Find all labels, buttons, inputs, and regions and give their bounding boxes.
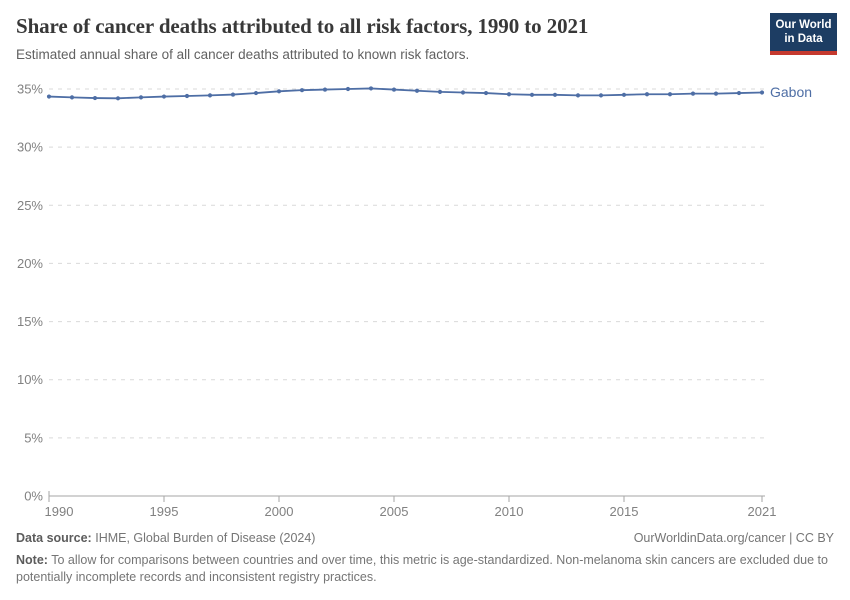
data-point[interactable] <box>184 93 190 99</box>
data-point[interactable] <box>138 95 144 100</box>
x-axis-label: 1990 <box>45 504 74 519</box>
data-point[interactable] <box>46 94 52 99</box>
y-axis-label: 0% <box>24 489 43 504</box>
y-axis-label: 35% <box>17 82 43 97</box>
data-source-label: Data source: <box>16 531 92 545</box>
page-subtitle: Estimated annual share of all cancer dea… <box>16 47 470 63</box>
data-source-text: IHME, Global Burden of Disease (2024) <box>95 531 316 545</box>
owid-url-link[interactable]: OurWorldinData.org/cancer | CC BY <box>633 531 834 545</box>
data-point[interactable] <box>460 90 466 95</box>
data-point[interactable] <box>391 87 397 92</box>
x-axis-label: 2010 <box>495 504 524 519</box>
data-point[interactable] <box>230 92 236 97</box>
chart-footer: Data source: IHME, Global Burden of Dise… <box>16 530 834 586</box>
x-axis-label: 2015 <box>610 504 639 519</box>
data-point[interactable] <box>667 92 673 97</box>
data-point[interactable] <box>115 96 121 101</box>
data-point[interactable] <box>575 93 581 98</box>
data-point[interactable] <box>644 92 650 97</box>
y-axis-label: 20% <box>17 256 43 271</box>
data-point[interactable] <box>92 95 98 101</box>
data-point[interactable] <box>345 86 351 92</box>
chart-note: Note: To allow for comparisons between c… <box>16 552 834 586</box>
x-axis-label: 1995 <box>150 504 179 519</box>
data-series-line[interactable] <box>48 87 763 100</box>
data-point[interactable] <box>161 94 167 99</box>
line-chart[interactable]: 0% 5% 10% 15% 20% 25% 30% 35% 1990 1995 2000 2005 20… <box>0 75 850 525</box>
data-point[interactable] <box>69 95 75 100</box>
note-text: To allow for comparisons between countri… <box>16 553 828 585</box>
data-point[interactable] <box>621 92 627 97</box>
x-axis-label: 2005 <box>380 504 409 519</box>
line-chart-svg[interactable]: 0% 5% 10% 15% 20% 25% 30% 35% 1990 1995 2000 2005 20… <box>0 75 850 525</box>
data-point[interactable] <box>713 91 719 96</box>
series-end-label[interactable]: Gabon <box>770 84 812 100</box>
data-point[interactable] <box>322 87 328 92</box>
data-point[interactable] <box>736 90 742 96</box>
data-point[interactable] <box>207 93 213 98</box>
data-point[interactable] <box>529 92 535 97</box>
note-label: Note: <box>16 553 48 568</box>
y-axis-label: 10% <box>17 372 43 387</box>
data-point[interactable] <box>253 90 259 96</box>
source-row: Data source: IHME, Global Burden of Dise… <box>16 530 834 546</box>
y-axis-label: 30% <box>17 140 43 155</box>
data-source: Data source: IHME, Global Burden of Dise… <box>16 530 315 546</box>
owid-logo-line1: Our World <box>775 19 832 31</box>
data-point[interactable] <box>483 90 489 96</box>
y-axis-label: 25% <box>17 198 43 213</box>
page-title: Share of cancer deaths attributed to all… <box>16 14 589 38</box>
y-axis-label: 15% <box>17 314 43 329</box>
data-point[interactable] <box>299 88 305 93</box>
data-point[interactable] <box>414 88 420 93</box>
data-point[interactable] <box>368 86 374 91</box>
data-point[interactable] <box>506 92 512 97</box>
y-axis-label: 5% <box>24 430 43 445</box>
data-point[interactable] <box>690 91 696 96</box>
owid-logo[interactable]: Our World in Data <box>770 13 837 55</box>
chart-header: Share of cancer deaths attributed to all… <box>0 0 850 64</box>
data-point[interactable] <box>437 89 443 95</box>
x-axis-label: 2000 <box>265 504 294 519</box>
data-point[interactable] <box>598 93 604 98</box>
data-point[interactable] <box>759 90 765 95</box>
x-axis-label: 2021 <box>748 504 777 519</box>
data-point[interactable] <box>276 89 282 94</box>
data-point[interactable] <box>552 92 558 97</box>
owid-logo-line2: in Data <box>784 33 823 46</box>
